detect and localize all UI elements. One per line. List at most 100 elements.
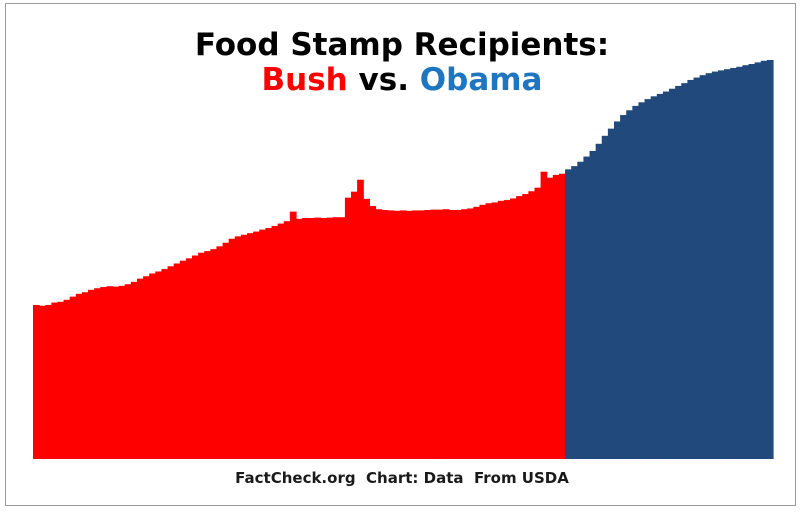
bar-bush-56 bbox=[375, 209, 383, 459]
bar-obama-21 bbox=[693, 77, 701, 459]
bar-bush-42 bbox=[289, 211, 297, 459]
bar-bush-59 bbox=[393, 210, 401, 459]
bar-obama-1 bbox=[571, 166, 578, 459]
bar-bush-84 bbox=[546, 177, 554, 459]
bar-bush-27 bbox=[198, 252, 205, 459]
bar-obama-17 bbox=[669, 88, 676, 459]
bar-bush-48 bbox=[326, 217, 334, 459]
bar-obama-22 bbox=[699, 75, 707, 459]
bar-obama-4 bbox=[589, 150, 597, 459]
bar-obama-26 bbox=[724, 69, 731, 460]
bar-bush-51 bbox=[344, 197, 352, 459]
bar-obama-30 bbox=[748, 63, 756, 460]
bar-bush-80 bbox=[522, 194, 529, 459]
chart-subtitle: Bush vs. Obama bbox=[0, 62, 804, 98]
bar-bush-28 bbox=[204, 251, 211, 459]
bar-bush-65 bbox=[430, 209, 438, 460]
bar-bush-12 bbox=[106, 286, 114, 459]
bar-bush-26 bbox=[192, 255, 199, 459]
bar-bush-9 bbox=[88, 289, 95, 459]
bar-bush-41 bbox=[283, 221, 291, 459]
source-from: From USDA bbox=[473, 469, 569, 487]
chart-title: Food Stamp Recipients: bbox=[194, 27, 610, 63]
bar-bush-13 bbox=[112, 286, 120, 459]
bar-obama-24 bbox=[711, 71, 719, 459]
bar-bush-33 bbox=[234, 236, 242, 459]
bar-bush-44 bbox=[302, 218, 309, 459]
bar-obama-29 bbox=[742, 65, 750, 459]
source-note: FactCheck.org Chart: Data From USDA bbox=[0, 469, 804, 487]
bar-obama-10 bbox=[626, 110, 633, 460]
bar-bush-20 bbox=[155, 271, 163, 459]
bar-bush-39 bbox=[271, 225, 279, 459]
bar-obama-18 bbox=[675, 85, 682, 459]
bar-bush-45 bbox=[308, 218, 315, 459]
bar-bush-83 bbox=[540, 171, 548, 459]
bar-bush-3 bbox=[51, 302, 59, 459]
bar-obama-14 bbox=[650, 96, 658, 459]
bar-bush-8 bbox=[81, 292, 89, 459]
bar-bush-61 bbox=[406, 210, 413, 459]
bar-obama-27 bbox=[730, 67, 737, 459]
bar-obama-23 bbox=[705, 73, 713, 460]
bar-bush-19 bbox=[149, 273, 156, 459]
bar-bush-82 bbox=[534, 187, 542, 459]
bar-bush-35 bbox=[247, 233, 254, 459]
bar-bush-62 bbox=[412, 210, 419, 459]
bar-bush-40 bbox=[277, 223, 285, 459]
bar-bush-53 bbox=[357, 179, 364, 459]
bar-bush-32 bbox=[228, 238, 236, 459]
bar-bush-74 bbox=[485, 203, 493, 459]
bar-bush-21 bbox=[161, 269, 169, 459]
bar-obama-28 bbox=[736, 66, 744, 459]
bar-bush-81 bbox=[528, 191, 536, 459]
bar-bush-4 bbox=[57, 301, 65, 459]
bar-bush-16 bbox=[130, 281, 138, 459]
bar-obama-20 bbox=[687, 79, 695, 459]
bar-obama-0 bbox=[565, 169, 572, 459]
bar-bush-0 bbox=[33, 304, 40, 459]
bar-bush-76 bbox=[497, 200, 505, 459]
bar-bush-34 bbox=[240, 234, 248, 459]
bar-bush-63 bbox=[418, 210, 426, 459]
bar-bush-67 bbox=[442, 209, 450, 459]
bar-bush-2 bbox=[45, 304, 52, 459]
bar-bush-60 bbox=[399, 210, 407, 459]
bar-bush-69 bbox=[454, 210, 462, 459]
bar-obama-13 bbox=[644, 99, 652, 459]
bar-bush-47 bbox=[320, 218, 328, 459]
bar-bush-73 bbox=[479, 204, 487, 459]
bar-bush-49 bbox=[332, 217, 340, 459]
bar-obama-2 bbox=[577, 161, 585, 459]
source-org: FactCheck.org bbox=[235, 469, 356, 487]
bar-bush-72 bbox=[473, 206, 481, 459]
bar-bush-1 bbox=[39, 305, 46, 459]
bar-bush-11 bbox=[100, 287, 107, 459]
subtitle-vs: vs. bbox=[358, 62, 409, 98]
subtitle-obama: Obama bbox=[419, 62, 543, 98]
bar-bush-38 bbox=[265, 227, 273, 459]
bar-bush-71 bbox=[467, 208, 474, 459]
bar-bush-31 bbox=[222, 242, 230, 459]
bar-bush-50 bbox=[338, 217, 346, 459]
bar-obama-25 bbox=[717, 70, 725, 460]
bar-bush-10 bbox=[94, 288, 101, 459]
bar-bush-36 bbox=[253, 231, 260, 459]
bar-bush-64 bbox=[424, 210, 432, 459]
bar-obama-3 bbox=[583, 156, 591, 459]
bar-bush-46 bbox=[314, 217, 322, 459]
bar-bush-37 bbox=[259, 229, 266, 459]
bar-bush-55 bbox=[369, 206, 377, 459]
subtitle-bush: Bush bbox=[261, 62, 348, 98]
bar-bush-7 bbox=[75, 293, 83, 459]
bar-bush-6 bbox=[69, 296, 77, 459]
bar-obama-32 bbox=[760, 60, 768, 460]
bar-bush-23 bbox=[173, 263, 181, 459]
bar-bush-29 bbox=[210, 249, 218, 459]
bar-bush-70 bbox=[461, 209, 468, 459]
bar-bush-75 bbox=[491, 202, 499, 459]
bar-obama-11 bbox=[632, 105, 640, 459]
bar-bush-25 bbox=[185, 258, 193, 459]
bar-bush-54 bbox=[363, 198, 370, 459]
bar-obama-9 bbox=[620, 115, 627, 459]
